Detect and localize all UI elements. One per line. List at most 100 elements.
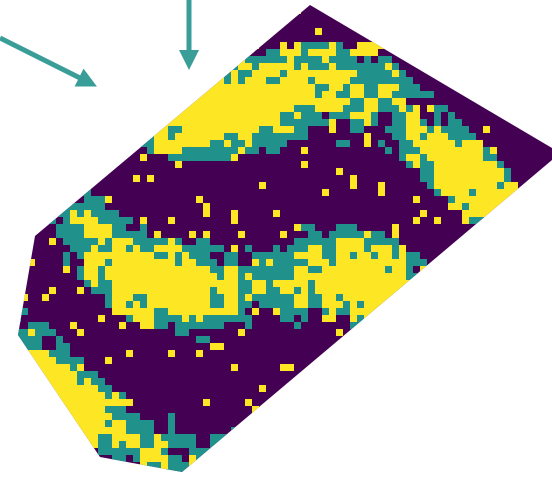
raster-cell xyxy=(49,7,56,14)
raster-cell xyxy=(448,147,455,154)
raster-cell xyxy=(273,287,280,294)
raster-cell xyxy=(91,280,98,287)
raster-cell xyxy=(196,98,203,105)
raster-cell xyxy=(14,105,21,112)
raster-cell xyxy=(308,427,315,434)
raster-cell xyxy=(301,161,308,168)
raster-cell xyxy=(161,476,168,483)
raster-cell xyxy=(203,119,210,126)
raster-cell xyxy=(301,56,308,63)
raster-cell xyxy=(189,266,196,273)
raster-cell xyxy=(154,315,161,322)
raster-cell xyxy=(490,217,497,224)
raster-cell xyxy=(364,56,371,63)
raster-cell xyxy=(119,392,126,399)
raster-cell xyxy=(63,56,70,63)
raster-cell xyxy=(238,476,245,483)
raster-cell xyxy=(511,238,518,245)
raster-cell xyxy=(294,420,301,427)
raster-cell xyxy=(476,161,483,168)
raster-cell xyxy=(175,147,182,154)
raster-cell xyxy=(224,308,231,315)
raster-cell xyxy=(315,301,322,308)
raster-cell xyxy=(490,42,497,49)
raster-cell xyxy=(385,266,392,273)
raster-cell xyxy=(154,70,161,77)
raster-cell xyxy=(252,56,259,63)
raster-cell xyxy=(168,217,175,224)
raster-cell xyxy=(455,308,462,315)
raster-cell xyxy=(119,462,126,469)
raster-cell xyxy=(294,441,301,448)
raster-cell xyxy=(441,140,448,147)
raster-cell xyxy=(329,476,336,483)
raster-cell xyxy=(308,287,315,294)
raster-cell xyxy=(112,273,119,280)
raster-cell xyxy=(98,84,105,91)
raster-cell xyxy=(189,287,196,294)
raster-cell xyxy=(525,455,532,462)
raster-cell xyxy=(49,147,56,154)
raster-cell xyxy=(490,168,497,175)
raster-cell xyxy=(245,98,252,105)
raster-cell xyxy=(336,427,343,434)
raster-cell xyxy=(252,252,259,259)
raster-cell xyxy=(539,259,546,266)
raster-cell xyxy=(413,273,420,280)
raster-cell xyxy=(259,91,266,98)
raster-cell xyxy=(336,245,343,252)
raster-cell xyxy=(217,105,224,112)
raster-cell xyxy=(329,252,336,259)
raster-cell xyxy=(210,245,217,252)
raster-cell xyxy=(497,231,504,238)
raster-cell xyxy=(210,294,217,301)
raster-cell xyxy=(35,147,42,154)
raster-cell xyxy=(350,448,357,455)
raster-cell xyxy=(182,476,189,483)
raster-cell xyxy=(448,161,455,168)
raster-cell xyxy=(476,175,483,182)
raster-cell xyxy=(301,84,308,91)
raster-cell xyxy=(518,448,525,455)
raster-cell xyxy=(203,105,210,112)
raster-cell xyxy=(196,287,203,294)
raster-cell xyxy=(343,77,350,84)
raster-cell xyxy=(147,84,154,91)
raster-cell xyxy=(518,42,525,49)
raster-cell xyxy=(308,441,315,448)
raster-cell xyxy=(399,301,406,308)
raster-cell xyxy=(196,266,203,273)
raster-cell xyxy=(413,462,420,469)
raster-cell xyxy=(119,294,126,301)
raster-cell xyxy=(98,196,105,203)
raster-cell xyxy=(273,147,280,154)
raster-cell xyxy=(28,378,35,385)
raster-cell xyxy=(511,210,518,217)
raster-cell xyxy=(252,462,259,469)
raster-cell xyxy=(112,210,119,217)
raster-cell xyxy=(539,469,546,476)
raster-cell xyxy=(56,189,63,196)
raster-cell xyxy=(490,350,497,357)
raster-cell xyxy=(525,238,532,245)
raster-cell xyxy=(28,385,35,392)
raster-cell xyxy=(441,189,448,196)
raster-cell xyxy=(42,154,49,161)
raster-cell xyxy=(168,91,175,98)
raster-cell xyxy=(28,147,35,154)
raster-cell xyxy=(357,266,364,273)
raster-cell xyxy=(357,84,364,91)
raster-cell xyxy=(98,42,105,49)
raster-cell xyxy=(336,287,343,294)
raster-cell xyxy=(105,413,112,420)
raster-cell xyxy=(406,448,413,455)
raster-cell xyxy=(511,413,518,420)
raster-cell xyxy=(224,112,231,119)
raster-cell xyxy=(280,231,287,238)
raster-cell xyxy=(189,434,196,441)
raster-cell xyxy=(49,238,56,245)
raster-cell xyxy=(126,294,133,301)
raster-cell xyxy=(287,56,294,63)
raster-cell xyxy=(336,231,343,238)
raster-cell xyxy=(133,476,140,483)
